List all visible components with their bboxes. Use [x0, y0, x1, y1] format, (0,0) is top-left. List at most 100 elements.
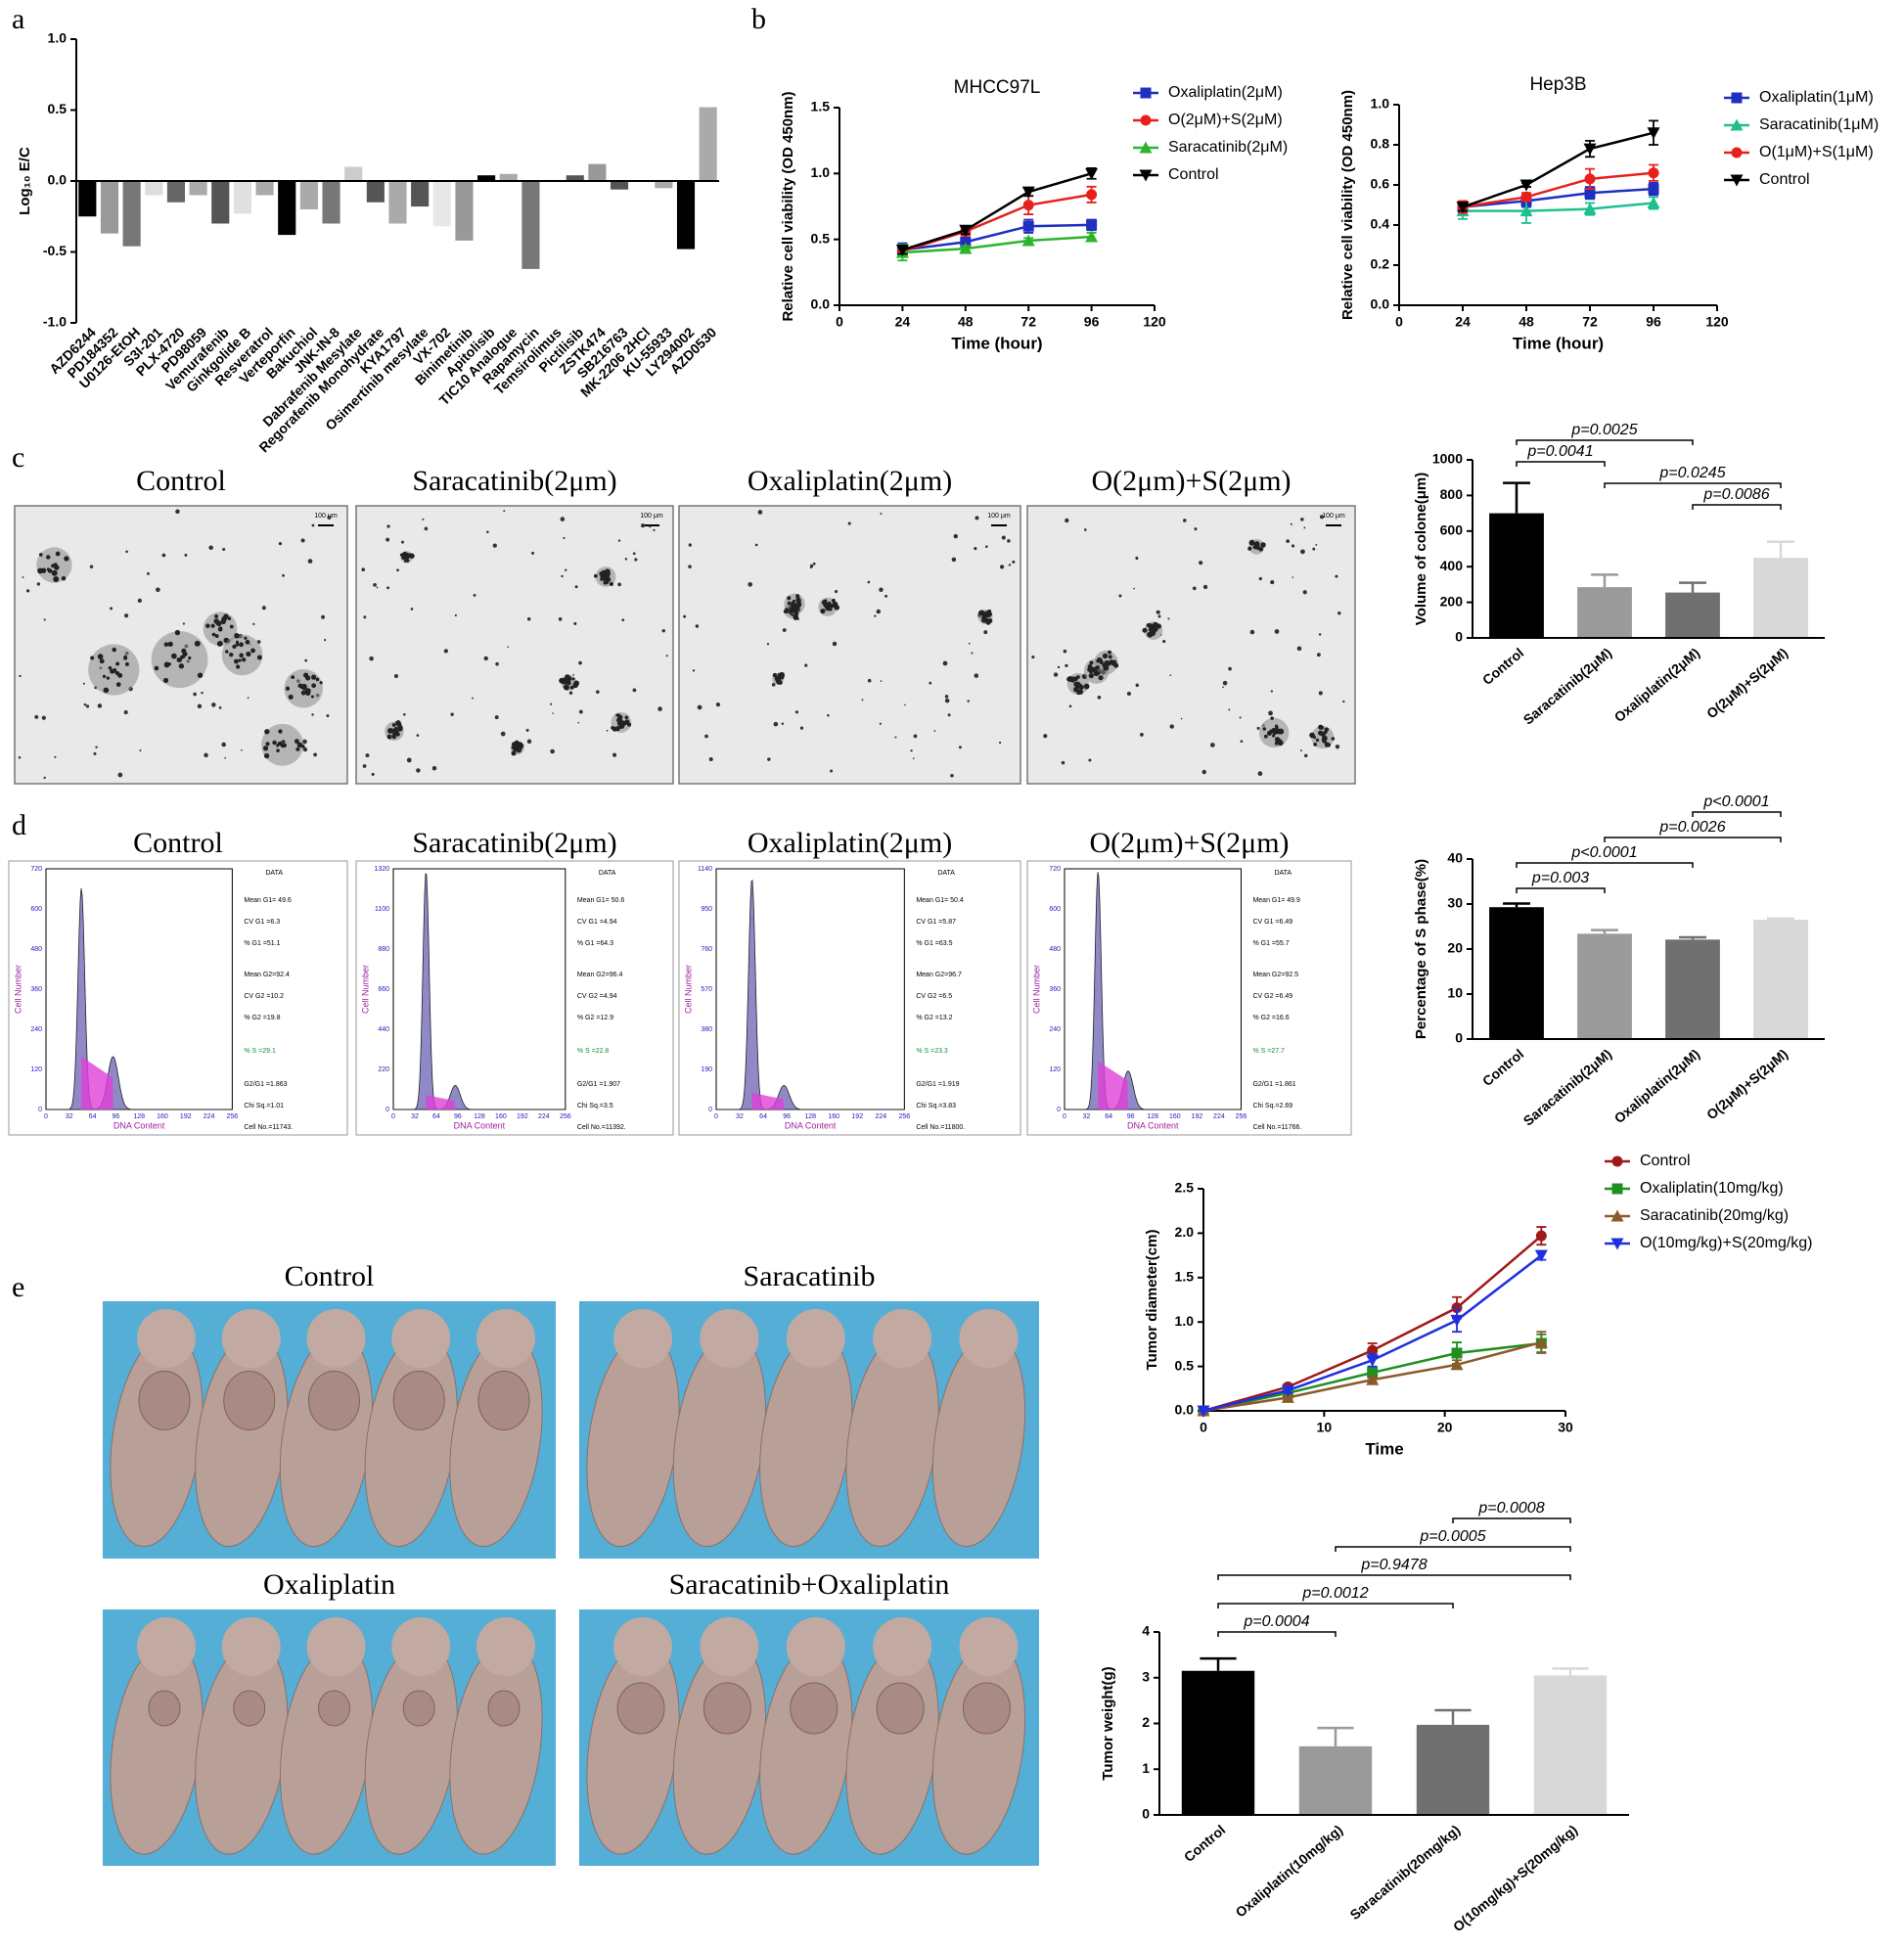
speck — [1088, 758, 1092, 762]
bar — [299, 181, 318, 209]
x-tick-label: 24 — [895, 314, 911, 330]
mouse-head — [959, 1309, 1019, 1368]
image-title: O(2μm)+S(2μm) — [1091, 465, 1291, 497]
colony-cell — [55, 551, 61, 557]
speck — [1222, 680, 1228, 686]
p-value: p=0.9478 — [1360, 1557, 1427, 1573]
colony-cell — [214, 634, 219, 638]
flow-x-tick: 256 — [560, 1113, 571, 1120]
speck — [1008, 564, 1012, 566]
speck — [552, 712, 554, 714]
legend-marker — [1731, 147, 1743, 158]
flow-x-tick: 128 — [1147, 1113, 1158, 1120]
speck — [1065, 518, 1069, 523]
colony-cell — [108, 665, 113, 670]
flow-y-tick: 0 — [385, 1107, 389, 1113]
speck — [913, 734, 918, 739]
flow-stat: CV G2 =6.5 — [916, 993, 952, 1000]
colony-cell — [1313, 742, 1318, 747]
y-axis-label: Relative cell viability (OD 450nm) — [780, 91, 796, 321]
speck — [373, 582, 377, 587]
speck — [704, 734, 708, 739]
speck — [500, 731, 506, 737]
speck — [578, 660, 582, 665]
comparison-bracket — [1604, 837, 1782, 842]
flow-panel — [678, 860, 1021, 1136]
speck — [18, 756, 22, 759]
y-tick-label: 4 — [1142, 1623, 1150, 1639]
panel-label: c — [12, 441, 24, 474]
speck — [161, 553, 166, 558]
x-tick-label: 10 — [1317, 1420, 1333, 1435]
colony-cell — [1148, 627, 1153, 632]
y-tick-label: 3 — [1142, 1668, 1150, 1684]
flow-histogram — [393, 873, 566, 1110]
micrograph — [1026, 505, 1356, 785]
flow-x-tick: 192 — [517, 1113, 528, 1120]
colony-cell — [1278, 728, 1285, 735]
flow-y-tick: 1140 — [698, 866, 712, 873]
flow-y-tick: 570 — [701, 986, 712, 993]
speck — [531, 551, 535, 555]
flow-histogram — [46, 887, 233, 1110]
legend-marker — [1610, 1238, 1624, 1250]
flow-y-label: Cell Number — [13, 965, 23, 1014]
speck — [503, 510, 506, 513]
flow-x-tick: 224 — [875, 1113, 886, 1120]
flow-y-tick: 0 — [38, 1107, 42, 1113]
speck — [97, 703, 103, 708]
colony-cell — [282, 740, 286, 744]
speck — [657, 706, 662, 711]
p-value: p=0.0005 — [1419, 1528, 1485, 1545]
flow-x-tick: 256 — [898, 1113, 910, 1120]
speck — [974, 673, 979, 678]
speck — [146, 571, 150, 575]
speck — [396, 568, 399, 572]
colony-cell — [1262, 727, 1267, 731]
legend-marker — [1139, 141, 1153, 154]
speck — [827, 713, 830, 717]
bar — [78, 181, 97, 217]
speck — [1290, 522, 1292, 525]
speck — [688, 565, 692, 568]
speck — [361, 567, 366, 572]
colony-cell — [99, 658, 105, 664]
panel-label: d — [12, 809, 26, 841]
speck — [1065, 663, 1068, 668]
speck — [1318, 691, 1323, 696]
colony-cell — [90, 656, 95, 660]
colony-cell — [276, 748, 280, 752]
speck — [985, 545, 988, 548]
y-tick-label: 400 — [1440, 558, 1464, 573]
point — [1647, 196, 1660, 208]
colony-cell — [288, 694, 294, 700]
speck — [327, 515, 332, 520]
speck — [410, 608, 414, 611]
colony-cell — [188, 656, 192, 660]
flow-stat: Cell No.=11800. — [916, 1124, 965, 1131]
y-tick-label: 10 — [1447, 985, 1463, 1001]
colony-cell — [272, 740, 277, 746]
mouse-head — [476, 1617, 535, 1676]
mouse-head — [959, 1617, 1019, 1676]
speck — [43, 618, 46, 621]
flow-box-title: DATA — [1274, 870, 1292, 877]
point — [1456, 202, 1470, 214]
colony-cell — [234, 633, 240, 639]
colony-cell — [162, 677, 169, 683]
speck — [95, 746, 98, 748]
colony-cell — [1255, 544, 1259, 548]
speck — [43, 776, 46, 780]
tumor — [876, 1682, 925, 1735]
legend-label: Control — [1640, 1153, 1691, 1169]
colony-cell — [300, 745, 305, 748]
speck — [494, 715, 499, 720]
speck — [197, 703, 203, 709]
speck — [1258, 576, 1263, 581]
colony-cell — [603, 574, 609, 579]
x-tick-label: Saracatinib(20mg/kg) — [1347, 1822, 1464, 1923]
bar — [1533, 1675, 1608, 1815]
y-tick-label: 1.5 — [1175, 1269, 1195, 1285]
colony-cell — [311, 674, 317, 680]
x-tick-label: 48 — [958, 314, 974, 330]
